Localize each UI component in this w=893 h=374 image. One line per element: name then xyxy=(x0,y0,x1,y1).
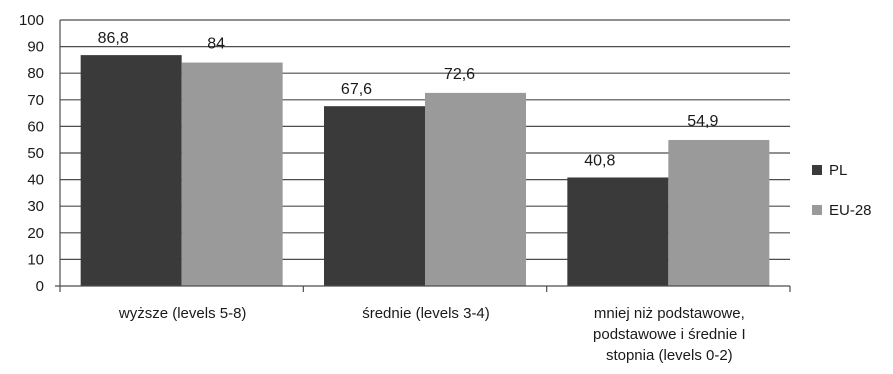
y-tick-label-70: 70 xyxy=(27,92,44,109)
y-axis-ticks: 0 10 20 30 40 50 60 70 80 90 100 xyxy=(19,12,44,295)
bar-pl-0 xyxy=(80,55,182,286)
y-tick-label-60: 60 xyxy=(27,118,44,135)
bar-eu-28-1 xyxy=(425,92,526,286)
y-tick-label-30: 30 xyxy=(27,198,44,215)
bars xyxy=(80,55,770,287)
data-labels: 86,8 84 67,6 72,6 40,8 54,9 xyxy=(98,30,719,169)
y-tick-label-50: 50 xyxy=(27,145,44,162)
y-tick-label-80: 80 xyxy=(27,65,44,82)
legend-swatch-pl xyxy=(812,165,822,175)
legend-label-pl: PL xyxy=(829,162,847,179)
category-label-2-line-0: mniej niż podstawowe, xyxy=(594,305,745,322)
data-label-eu-28-0: 84 xyxy=(207,36,225,53)
y-tick-label-0: 0 xyxy=(36,278,44,295)
bar-pl-1 xyxy=(324,106,425,287)
category-label-1-line-0: średnie (levels 3-4) xyxy=(362,305,490,322)
legend: PL EU-28 xyxy=(812,162,872,219)
y-tick-label-10: 10 xyxy=(27,251,44,268)
category-label-2-line-1: podstawowe i średnie I xyxy=(593,326,746,343)
x-axis xyxy=(55,20,791,292)
data-label-pl-2: 40,8 xyxy=(584,152,615,169)
legend-label-eu-28: EU-28 xyxy=(829,202,872,219)
data-label-pl-0: 86,8 xyxy=(98,30,129,47)
category-label-2-line-2: stopnia (levels 0-2) xyxy=(606,347,733,364)
category-label-0-line-0: wyższe (levels 5-8) xyxy=(118,305,247,322)
category-labels: wyższe (levels 5-8) średnie (levels 3-4) m… xyxy=(118,305,746,364)
data-label-pl-1: 67,6 xyxy=(341,81,372,98)
y-tick-label-100: 100 xyxy=(19,12,44,29)
data-label-eu-28-2: 54,9 xyxy=(687,113,718,130)
legend-swatch-eu-28 xyxy=(812,205,822,215)
y-tick-label-90: 90 xyxy=(27,39,44,56)
data-label-eu-28-1: 72,6 xyxy=(444,66,475,83)
bar-eu-28-2 xyxy=(668,139,770,286)
bar-pl-2 xyxy=(567,177,669,286)
bar-eu-28-0 xyxy=(181,62,283,287)
y-tick-label-20: 20 xyxy=(27,225,44,242)
y-tick-label-40: 40 xyxy=(27,172,44,189)
